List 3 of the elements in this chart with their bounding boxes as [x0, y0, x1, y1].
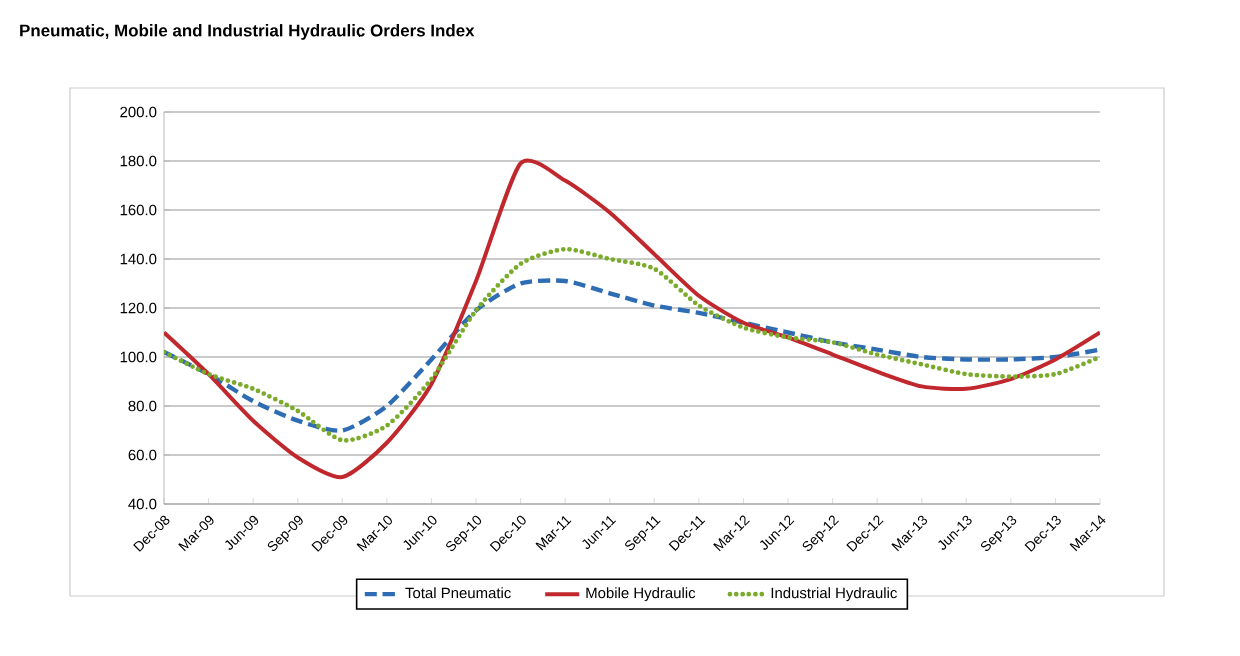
line-series	[164, 246, 1101, 443]
chart-title: Pneumatic, Mobile and Industrial Hydraulic Orders Index	[20, 24, 475, 40]
line-series	[164, 278, 1101, 433]
